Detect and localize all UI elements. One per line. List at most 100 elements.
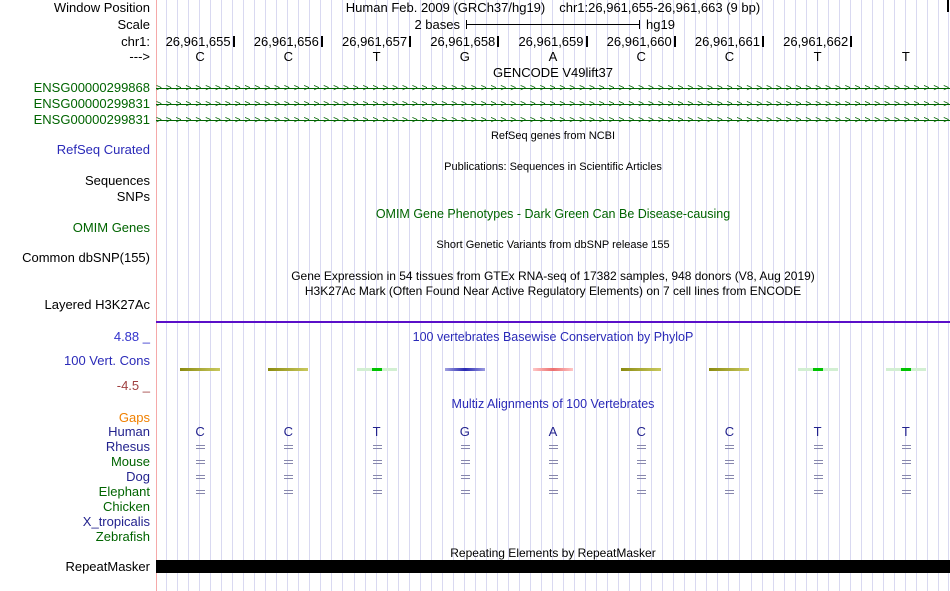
strand-label: ---> — [129, 49, 150, 64]
alignment-equals — [460, 445, 470, 449]
refseq-curated-label[interactable]: RefSeq Curated — [56, 142, 150, 157]
ruler-coordinate: 26,961,659 — [509, 35, 597, 49]
grid-line — [563, 0, 565, 591]
alignment-equals — [813, 490, 823, 494]
conservation-mark[interactable] — [444, 368, 485, 371]
grid-line — [827, 0, 829, 591]
alignment-equals — [196, 460, 206, 464]
strand-arrows: >>>>>>>>>>>>>>>>>>>>>>>>>>>>>>>>>>>>>>>>… — [156, 115, 950, 126]
gene-arrow-line[interactable]: >>>>>>>>>>>>>>>>>>>>>>>>>>>>>>>>>>>>>>>>… — [156, 113, 950, 127]
ruler-tick — [761, 36, 764, 47]
grid-line — [485, 0, 487, 591]
gaps-label[interactable]: Gaps — [118, 410, 150, 425]
gene-id-label[interactable]: ENSG00000299831 — [33, 112, 150, 127]
refseq-track-title[interactable]: RefSeq genes from NCBI — [490, 130, 616, 142]
alignment-base: A — [548, 424, 558, 439]
ruler-tick — [673, 36, 676, 47]
multiz-track-title[interactable]: Multiz Alignments of 100 Vertebrates — [451, 397, 655, 411]
grid-line — [496, 0, 498, 591]
common-dbsnp-label[interactable]: Common dbSNP(155) — [22, 250, 150, 265]
alignment-equals — [637, 490, 647, 494]
conservation-track-label[interactable]: 100 Vert. Cons — [64, 353, 150, 368]
alignment-equals — [725, 445, 735, 449]
conservation-mark[interactable] — [885, 368, 926, 371]
coordinate-text: 26,961,659 — [518, 34, 584, 49]
grid-line — [386, 0, 388, 591]
alignment-equals — [196, 490, 206, 494]
conservation-track-title[interactable]: 100 vertebrates Basewise Conservation by… — [412, 330, 694, 344]
ruler-tick — [232, 36, 235, 47]
alignment-equals — [372, 460, 382, 464]
position-range: chr1:26,961,655-26,961,663 (9 bp) — [559, 0, 761, 15]
alignment-equals — [725, 475, 735, 479]
h3k27ac-baseline — [156, 321, 950, 323]
species-label[interactable]: Chicken — [103, 499, 150, 514]
omim-track-title[interactable]: OMIM Gene Phenotypes - Dark Green Can Be… — [375, 207, 731, 221]
sequences-label[interactable]: Sequences — [84, 173, 150, 188]
sequence-base: C — [195, 49, 205, 64]
grid-line — [794, 0, 796, 591]
coordinate-text: 26,961,657 — [342, 34, 408, 49]
grid-line — [838, 0, 840, 591]
dbsnp-track-title[interactable]: Short Genetic Variants from dbSNP releas… — [436, 239, 670, 251]
species-label[interactable]: Zebrafish — [95, 529, 150, 544]
gene-arrow-line[interactable]: >>>>>>>>>>>>>>>>>>>>>>>>>>>>>>>>>>>>>>>>… — [156, 97, 950, 111]
ruler-coordinate: 26,961,655 — [156, 35, 244, 49]
species-label[interactable]: Mouse — [110, 454, 150, 469]
grid-line — [816, 0, 818, 591]
coordinate-text: 26,961,660 — [606, 34, 672, 49]
species-label[interactable]: Dog — [126, 469, 150, 484]
species-label[interactable]: Rhesus — [105, 439, 150, 454]
gene-line — [156, 104, 950, 105]
grid-line — [662, 0, 664, 591]
sequence-base: C — [283, 49, 294, 64]
conservation-mark[interactable] — [268, 368, 309, 371]
h3k27ac-track-title[interactable]: H3K27Ac Mark (Often Found Near Active Re… — [304, 284, 802, 298]
gene-id-label[interactable]: ENSG00000299831 — [33, 96, 150, 111]
grid-line — [276, 0, 278, 591]
conservation-mark[interactable] — [709, 368, 750, 371]
grid-line — [210, 0, 212, 591]
coordinate-text: 26,961,656 — [253, 34, 319, 49]
snps-label[interactable]: SNPs — [116, 189, 150, 204]
grid-line — [893, 0, 895, 591]
grid-line — [232, 0, 234, 591]
species-label[interactable]: Human — [108, 424, 150, 439]
alignment-equals — [901, 475, 911, 479]
ruler-coordinate: 26,961,656 — [244, 35, 332, 49]
species-label[interactable]: X_tropicalis — [82, 514, 150, 529]
assembly-title: Human Feb. 2009 (GRCh37/hg19) — [345, 0, 546, 15]
grid-line — [882, 0, 884, 591]
conservation-mark[interactable] — [533, 368, 573, 371]
repeatmasker-track-title[interactable]: Repeating Elements by RepeatMasker — [450, 546, 656, 560]
grid-line — [849, 0, 851, 591]
alignment-equals — [725, 490, 735, 494]
repeatmasker-label[interactable]: RepeatMasker — [65, 559, 150, 574]
gene-arrow-line[interactable]: >>>>>>>>>>>>>>>>>>>>>>>>>>>>>>>>>>>>>>>>… — [156, 81, 950, 95]
publications-track-title[interactable]: Publications: Sequences in Scientific Ar… — [444, 161, 662, 173]
gene-line — [156, 120, 950, 121]
gencode-track-title[interactable]: GENCODE V49lift37 — [493, 65, 613, 80]
species-label[interactable]: Elephant — [98, 484, 150, 499]
conservation-mark[interactable] — [356, 368, 397, 371]
omim-genes-label[interactable]: OMIM Genes — [72, 220, 150, 235]
alignment-equals — [549, 445, 558, 449]
conservation-max-label: 4.88 _ — [113, 329, 150, 344]
layered-h3k27ac-label[interactable]: Layered H3K27Ac — [44, 297, 150, 312]
repeatmasker-bar[interactable] — [156, 560, 950, 573]
gene-id-label[interactable]: ENSG00000299868 — [33, 80, 150, 95]
grid-line — [331, 0, 333, 591]
conservation-mark[interactable] — [180, 368, 221, 371]
grid-line — [871, 0, 873, 591]
grid-line — [188, 0, 190, 591]
grid-line — [364, 0, 366, 591]
grid-line — [772, 0, 774, 591]
grid-line — [199, 0, 201, 591]
grid-line — [618, 0, 620, 591]
conservation-mark[interactable] — [621, 368, 662, 371]
alignment-equals — [460, 490, 470, 494]
conservation-mark[interactable] — [797, 368, 838, 371]
grid-line — [552, 0, 553, 591]
alignment-equals — [637, 460, 647, 464]
gtex-track-title[interactable]: Gene Expression in 54 tissues from GTEx … — [291, 269, 815, 283]
